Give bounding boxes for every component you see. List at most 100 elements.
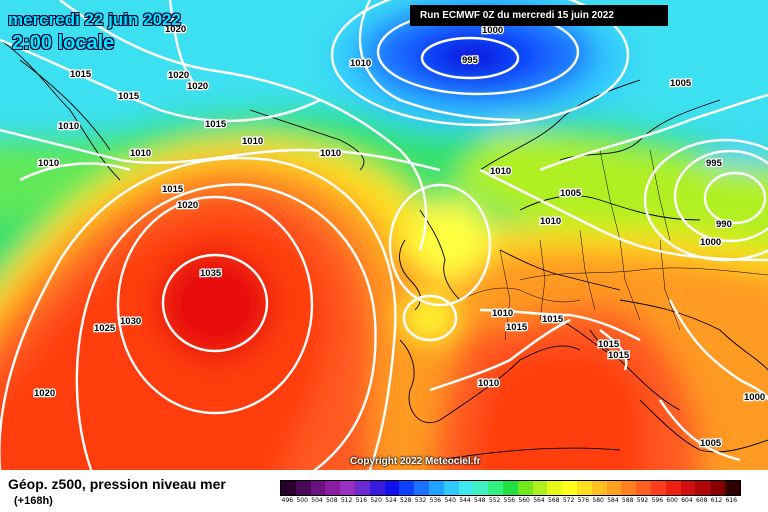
isobar-1020-west [0,156,397,470]
scale-label: 572 [562,497,575,504]
isobar-label: 1020 [165,24,186,35]
coastlines [0,39,768,461]
scale-label: 604 [681,497,693,504]
scale-label: 520 [370,497,382,504]
borders [459,149,768,341]
isobar-label: 1010 [540,216,561,227]
scale-label: 580 [592,497,604,504]
legend-bar: Géop. z500, pression niveau mer (+168h) … [0,470,768,512]
isobar-label: 1015 [205,119,227,130]
isobar-label: 1035 [200,268,222,279]
scale-label: 576 [577,497,590,504]
isobar-label: 1005 [670,78,692,89]
scale-label: 596 [651,497,664,504]
scale-swatch [502,481,518,495]
scale-swatch [576,481,592,495]
isobar-label: 1015 [598,339,620,350]
isobar-1010-northsea [388,183,492,307]
copyright: Copyright 2022 Meteociel.fr [350,456,481,467]
scale-swatch [695,481,711,495]
isobar-label: 1020 [187,81,208,92]
isobar-1010-east [479,168,768,262]
scale-swatch [281,481,296,495]
isobar-1015-bay [402,294,458,342]
isobar-label: 1010 [130,148,151,159]
isobar-990 [703,171,767,225]
isobar-label: 1015 [70,69,92,80]
scale-swatch [295,481,311,495]
scale-swatch [369,481,385,495]
scale-swatch [325,481,341,495]
scale-swatch [473,481,489,495]
scale-label: 548 [474,497,486,504]
scale-label: 600 [666,497,678,504]
scale-label: 584 [607,497,619,504]
scale-label: 496 [281,497,294,504]
scale-swatch [399,481,415,495]
isobar-label: 1015 [506,322,528,333]
geopotential-field [0,0,768,470]
forecast-time: 2:00 locale [12,32,115,54]
scale-label: 616 [725,497,738,504]
isobar-label: 995 [706,158,723,169]
isobar-label: 1010 [478,378,499,389]
scale-label: 592 [636,497,649,504]
scale-swatch [680,481,696,495]
scale-label: 504 [311,497,323,504]
scale-swatch [621,481,637,495]
isobar-1010-east2 [668,299,741,381]
scale-label: 532 [414,497,427,504]
scale-label: 564 [533,497,545,504]
isobar-1005-se [659,399,741,462]
scale-swatch [606,481,622,495]
run-info: Run ECMWF 0Z du mercredi 15 juin 2022 [410,5,668,26]
scale-label: 508 [326,497,338,504]
scale-swatch [547,481,563,495]
color-scale-labels: 496 500 504 508 512 516 520 524 528 532 536 540 544 5… [280,497,739,504]
isobar-label: 1020 [34,388,55,399]
scale-swatch [562,481,577,495]
isobar-label: 990 [716,219,732,230]
isobar-1015-north [0,38,321,123]
scale-swatch [532,481,548,495]
scale-swatch [636,481,651,495]
isobar-1015-west [19,162,131,182]
scale-label: 568 [548,497,560,504]
isobar-label: 1000 [482,25,503,36]
isobar-label: 1000 [700,237,721,248]
isobar-1010-med [429,318,571,392]
scale-swatch [384,481,400,495]
scale-swatch [340,481,355,495]
scale-label: 524 [385,497,397,504]
scale-label: 612 [710,497,723,504]
scale-swatch [443,481,459,495]
scale-label: 512 [340,497,353,504]
isobar-1020-cap [168,0,201,91]
isobar-label: 1015 [162,184,184,195]
scale-label: 556 [503,497,516,504]
scale-swatch [428,481,444,495]
scale-swatch [665,481,681,495]
scale-label: 540 [444,497,456,504]
scale-swatch [458,481,474,495]
scale-label: 552 [488,497,501,504]
isobar-label: 1025 [94,323,116,334]
scale-swatch [650,481,666,495]
isobar-label: 1010 [242,136,263,147]
isobar-1030 [116,195,314,415]
isobar-label: 1030 [120,316,141,327]
scale-label: 544 [459,497,471,504]
isobar-label-group: 1020 1015 1020 1020 1015 1010 1010 1010 … [33,23,767,451]
scale-swatch [310,481,326,495]
isobar-label: 1010 [320,148,341,159]
weather-map: 1020 1015 1020 1020 1015 1010 1010 1010 … [0,0,768,470]
scale-swatch [710,481,725,495]
isobar-label: 1020 [168,70,189,81]
isobar-1010-a [0,128,441,172]
scale-label: 536 [429,497,442,504]
color-scale [280,480,741,496]
isobar-1005-east [539,93,768,172]
isobar-label: 1015 [118,91,140,102]
isobar-995-east [673,149,768,243]
